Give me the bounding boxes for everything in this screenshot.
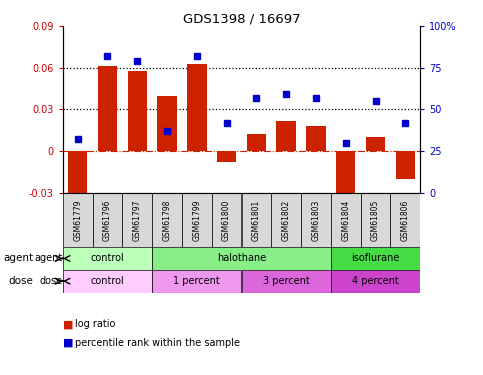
Bar	[68, 151, 87, 197]
Text: log ratio: log ratio	[75, 320, 115, 329]
Text: 1 percent: 1 percent	[173, 276, 220, 286]
Text: ■: ■	[63, 338, 73, 348]
Bar	[122, 193, 152, 247]
Text: GSM61802: GSM61802	[282, 199, 291, 240]
Bar	[242, 193, 271, 247]
Text: GSM61803: GSM61803	[312, 199, 320, 241]
Bar	[390, 193, 420, 247]
Text: GSM61799: GSM61799	[192, 199, 201, 241]
Text: control: control	[91, 254, 124, 264]
Bar	[247, 134, 266, 151]
Bar	[301, 193, 331, 247]
Bar	[336, 151, 355, 204]
Bar	[366, 137, 385, 151]
Text: 3 percent: 3 percent	[263, 276, 310, 286]
Bar	[306, 126, 326, 151]
Bar	[128, 70, 147, 151]
Text: GSM61797: GSM61797	[133, 199, 142, 241]
Text: percentile rank within the sample: percentile rank within the sample	[75, 338, 240, 348]
Bar	[93, 193, 122, 247]
Bar	[63, 247, 152, 270]
Text: GSM61779: GSM61779	[73, 199, 82, 241]
Title: GDS1398 / 16697: GDS1398 / 16697	[183, 12, 300, 25]
Bar	[157, 96, 177, 151]
Text: GSM61806: GSM61806	[401, 199, 410, 241]
Text: agent: agent	[3, 254, 33, 264]
Text: dose: dose	[8, 276, 33, 286]
Bar	[331, 193, 361, 247]
Text: GSM61804: GSM61804	[341, 199, 350, 241]
Text: GSM61801: GSM61801	[252, 199, 261, 240]
Bar	[63, 270, 152, 292]
Text: GSM61805: GSM61805	[371, 199, 380, 241]
Bar	[152, 193, 182, 247]
Bar	[361, 193, 390, 247]
Text: halothane: halothane	[217, 254, 266, 264]
Text: agent: agent	[35, 254, 63, 264]
Bar	[396, 151, 415, 179]
Bar	[98, 66, 117, 151]
Bar	[331, 247, 420, 270]
Bar	[63, 193, 93, 247]
Text: GSM61798: GSM61798	[163, 199, 171, 241]
Bar	[152, 247, 331, 270]
Bar	[331, 270, 420, 292]
Text: 4 percent: 4 percent	[352, 276, 399, 286]
Bar	[212, 193, 242, 247]
Bar	[271, 193, 301, 247]
Bar	[217, 151, 236, 162]
Bar	[152, 270, 242, 292]
Text: dose: dose	[40, 276, 63, 286]
Bar	[187, 64, 207, 151]
Text: GSM61796: GSM61796	[103, 199, 112, 241]
Text: ■: ■	[63, 320, 73, 329]
Bar	[242, 270, 331, 292]
Text: GSM61800: GSM61800	[222, 199, 231, 241]
Text: control: control	[91, 276, 124, 286]
Text: isoflurane: isoflurane	[351, 254, 400, 264]
Bar	[276, 120, 296, 151]
Bar	[182, 193, 212, 247]
